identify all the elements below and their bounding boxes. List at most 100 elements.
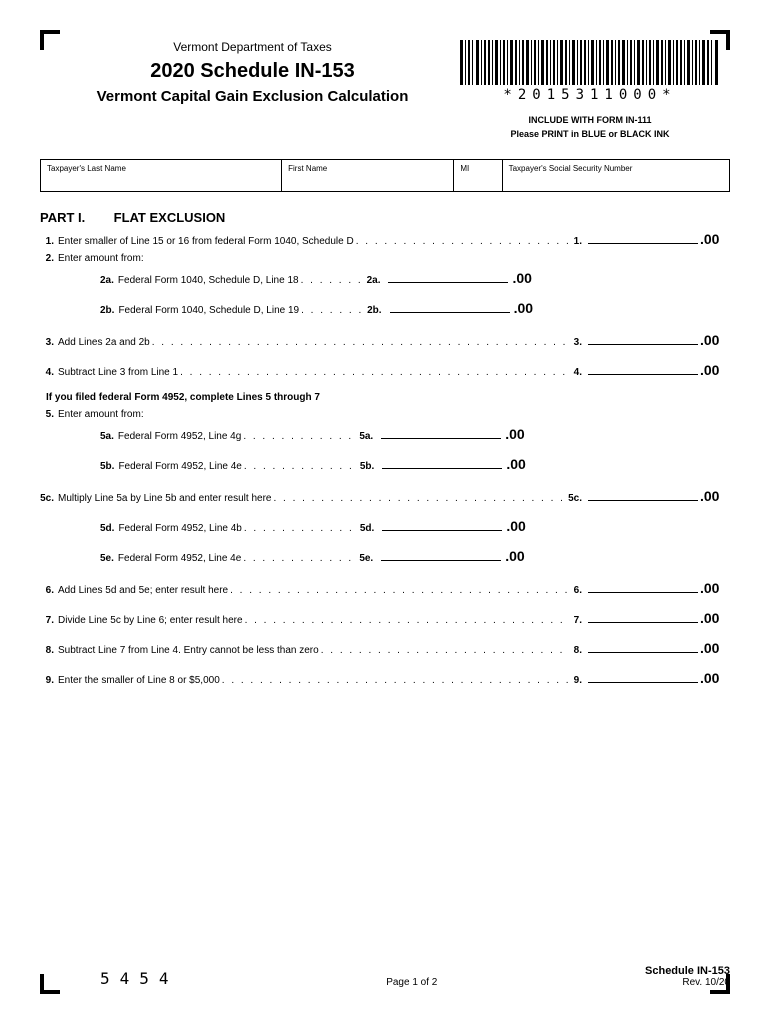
line-5a: 5a. Federal Form 4952, Line 4g 5a. .00	[100, 426, 730, 442]
part1-title: PART I. FLAT EXCLUSION	[40, 210, 730, 225]
line-num: 2.	[40, 253, 58, 264]
amount-input[interactable]	[588, 641, 698, 653]
amount-input[interactable]	[588, 581, 698, 593]
form-title: 2020 Schedule IN-153	[75, 60, 430, 83]
cents: .00	[700, 231, 730, 247]
line-3: 3. Add Lines 2a and 2b 3. .00	[40, 332, 730, 348]
revision: Rev. 10/20	[645, 977, 730, 988]
line-2b: 2b. Federal Form 1040, Schedule D, Line …	[100, 300, 730, 316]
amount-input[interactable]	[381, 427, 501, 439]
lastname-field[interactable]: Taxpayer's Last Name	[41, 160, 282, 192]
cents: .00	[700, 362, 730, 378]
dots	[152, 337, 568, 348]
line-9: 9. Enter the smaller of Line 8 or $5,000…	[40, 670, 730, 686]
sub-end: 5d.	[356, 523, 378, 534]
sub-end: 2a.	[363, 275, 385, 286]
cents: .00	[506, 456, 525, 472]
line-text: Multiply Line 5a by Line 5b and enter re…	[58, 493, 271, 504]
page-number: Page 1 of 2	[179, 977, 645, 988]
dots	[243, 431, 353, 442]
mi-field[interactable]: MI	[454, 160, 502, 192]
line-end: 9.	[570, 675, 586, 686]
dots	[245, 615, 568, 626]
part-text: FLAT EXCLUSION	[114, 210, 226, 225]
amount-input[interactable]	[382, 457, 502, 469]
cents: .00	[700, 610, 730, 626]
amount-input[interactable]	[588, 671, 698, 683]
sub-label: 2b.	[100, 305, 118, 316]
schedule-label: Schedule IN-153	[645, 965, 730, 977]
line-text: Subtract Line 7 from Line 4. Entry canno…	[58, 645, 319, 656]
line-num: 9.	[40, 675, 58, 686]
amount-input[interactable]	[390, 301, 510, 313]
amount-input[interactable]	[588, 232, 698, 244]
line-5e: 5e. Federal Form 4952, Line 4e 5e. .00	[100, 548, 730, 564]
cents: .00	[506, 518, 525, 534]
barcode-text: *2015311000*	[450, 87, 730, 103]
line-end: 4.	[570, 367, 586, 378]
sub-label: 5a.	[100, 431, 118, 442]
line-text: Federal Form 1040, Schedule D, Line 18	[118, 275, 299, 286]
footer-code: 5454	[40, 969, 179, 988]
line-5b: 5b. Federal Form 4952, Line 4e 5b. .00	[100, 456, 730, 472]
sub-label: 2a.	[100, 275, 118, 286]
line-num: 7.	[40, 615, 58, 626]
line-2a: 2a. Federal Form 1040, Schedule D, Line …	[100, 270, 730, 286]
sub-label: 5b.	[100, 461, 118, 472]
cents: .00	[700, 670, 730, 686]
line-num: 8.	[40, 645, 58, 656]
line-end: 7.	[570, 615, 586, 626]
line-text: Add Lines 5d and 5e; enter result here	[58, 585, 228, 596]
line-7: 7. Divide Line 5c by Line 6; enter resul…	[40, 610, 730, 626]
line-4: 4. Subtract Line 3 from Line 1 4. .00	[40, 362, 730, 378]
firstname-field[interactable]: First Name	[282, 160, 454, 192]
sub-end: 5b.	[356, 461, 378, 472]
line-text: Enter smaller of Line 15 or 16 from fede…	[58, 236, 354, 247]
line-text: Federal Form 4952, Line 4b	[118, 523, 241, 534]
sub-label: 5e.	[100, 553, 118, 564]
line-text: Federal Form 4952, Line 4g	[118, 431, 241, 442]
line-5: 5. Enter amount from:	[40, 409, 730, 420]
amount-input[interactable]	[588, 489, 698, 501]
dots	[244, 461, 354, 472]
line-text: Federal Form 4952, Line 4e	[118, 461, 241, 472]
dots	[356, 236, 568, 247]
line-end: 6.	[570, 585, 586, 596]
line-text: Federal Form 4952, Line 4e	[118, 553, 241, 564]
cents: .00	[700, 580, 730, 596]
line-text: Divide Line 5c by Line 6; enter result h…	[58, 615, 243, 626]
sub-end: 5a.	[355, 431, 377, 442]
ssn-field[interactable]: Taxpayer's Social Security Number	[502, 160, 729, 192]
corner-tr	[710, 30, 730, 50]
line-1: 1. Enter smaller of Line 15 or 16 from f…	[40, 231, 730, 247]
part-label: PART I.	[40, 210, 110, 225]
amount-input[interactable]	[588, 611, 698, 623]
dots	[244, 523, 354, 534]
amount-input[interactable]	[588, 333, 698, 345]
dots	[301, 275, 361, 286]
cents: .00	[505, 548, 524, 564]
line-5c: 5c. Multiply Line 5a by Line 5b and ente…	[40, 488, 730, 504]
line-end: 1.	[570, 236, 586, 247]
dots	[230, 585, 568, 596]
form-header: Vermont Department of Taxes 2020 Schedul…	[75, 40, 730, 139]
line-end: 8.	[570, 645, 586, 656]
line-6: 6. Add Lines 5d and 5e; enter result her…	[40, 580, 730, 596]
dots	[222, 675, 568, 686]
form-subtitle: Vermont Capital Gain Exclusion Calculati…	[75, 87, 430, 107]
line-text: Enter amount from:	[58, 409, 144, 420]
amount-input[interactable]	[588, 363, 698, 375]
line-num: 3.	[40, 337, 58, 348]
line-num: 6.	[40, 585, 58, 596]
amount-input[interactable]	[388, 271, 508, 283]
amount-input[interactable]	[381, 549, 501, 561]
dots	[180, 367, 568, 378]
dots	[301, 305, 361, 316]
line-text: Enter amount from:	[58, 253, 144, 264]
line-num: 4.	[40, 367, 58, 378]
include-note: INCLUDE WITH FORM IN-111	[450, 115, 730, 125]
amount-input[interactable]	[382, 519, 502, 531]
line-text: Subtract Line 3 from Line 1	[58, 367, 178, 378]
line-num: 5.	[40, 409, 58, 420]
dots	[273, 493, 562, 504]
